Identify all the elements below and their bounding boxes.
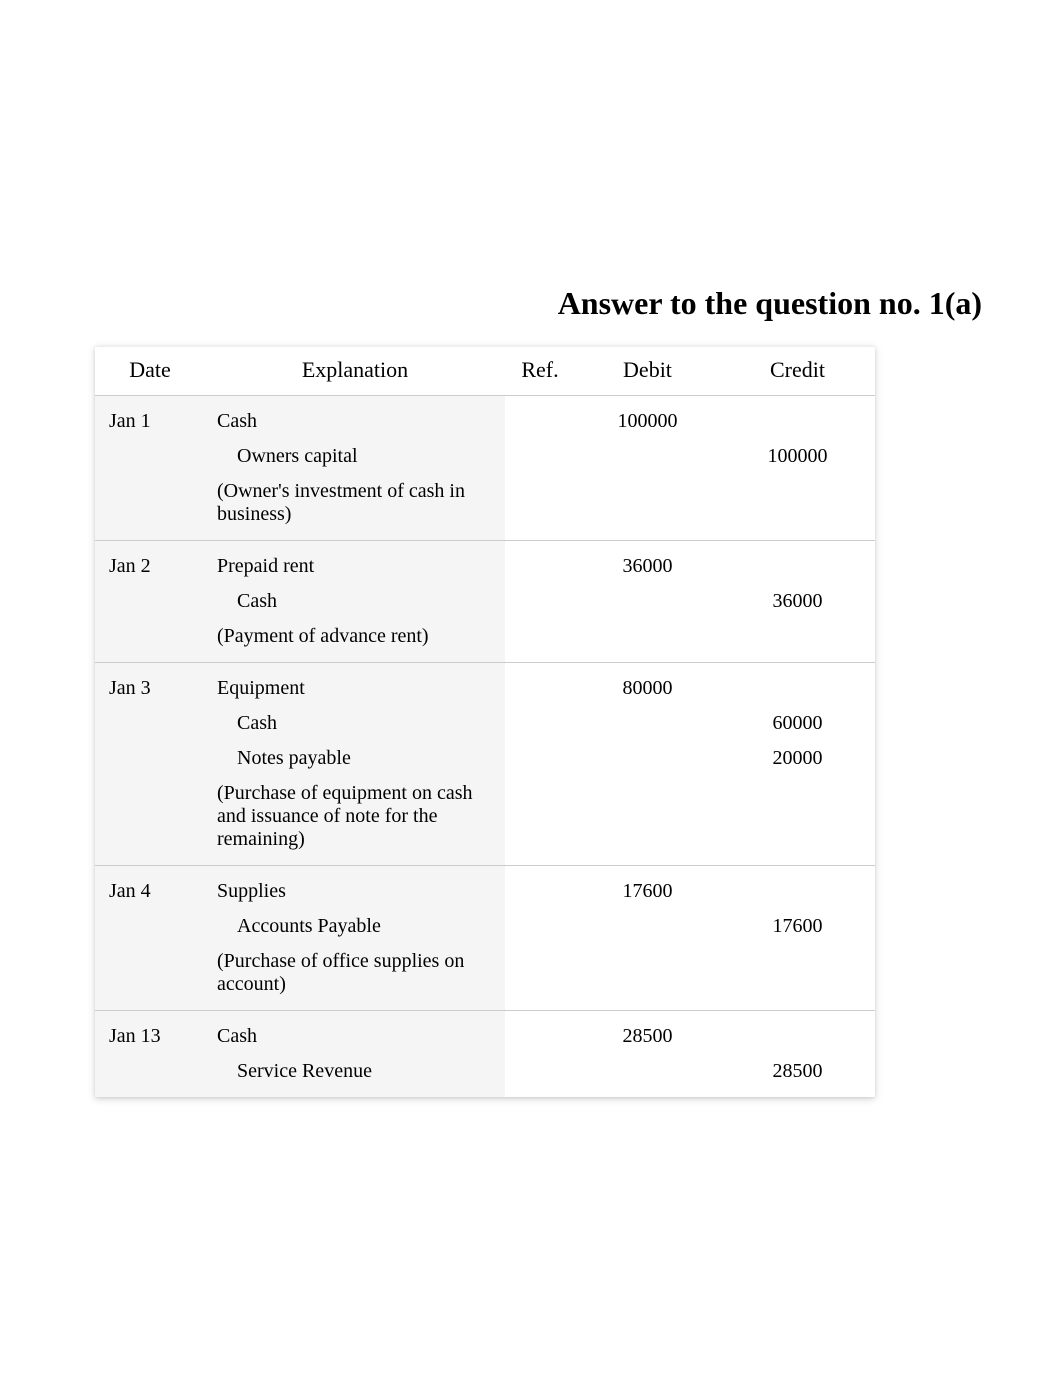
explanation-cell: Equipment [205,663,505,707]
explanation-cell: Cash [205,584,505,619]
explanation-cell: Cash [205,706,505,741]
table-row: Jan 3Equipment80000 [95,663,875,707]
date-cell: Jan 13 [95,1011,205,1098]
credit-cell [720,541,875,585]
ref-cell [505,866,575,910]
credit-cell [720,944,875,1011]
journal-table: Date Explanation Ref. Debit Credit Jan 1… [95,346,875,1097]
explanation-cell: (Payment of advance rent) [205,619,505,663]
ref-cell [505,944,575,1011]
debit-cell: 28500 [575,1011,720,1055]
debit-cell [575,584,720,619]
table-row: Cash 60000 [95,706,875,741]
table-row: Jan 1Cash100000 [95,396,875,440]
table-row: (Purchase of office supplies on account) [95,944,875,1011]
credit-cell: 20000 [720,741,875,776]
debit-cell: 36000 [575,541,720,585]
explanation-cell: Supplies [205,866,505,910]
explanation-cell: Cash [205,1011,505,1055]
journal-body: Jan 1Cash100000Owners capital100000(Owne… [95,396,875,1098]
credit-cell: 60000 [720,706,875,741]
debit-cell [575,439,720,474]
debit-cell: 100000 [575,396,720,440]
explanation-text: Owners capital [217,445,493,468]
credit-cell [720,776,875,866]
credit-cell [720,866,875,910]
explanation-text: Cash [217,590,493,613]
table-row: (Owner's investment of cash in business) [95,474,875,541]
explanation-cell: (Owner's investment of cash in business) [205,474,505,541]
table-row: Cash 36000 [95,584,875,619]
explanation-text: Notes payable [217,747,493,770]
debit-cell [575,706,720,741]
explanation-cell: Notes payable [205,741,505,776]
credit-cell [720,663,875,707]
ref-cell [505,1054,575,1097]
table-row: Jan 13Cash28500 [95,1011,875,1055]
credit-cell [720,474,875,541]
col-date: Date [95,347,205,396]
ref-cell [505,706,575,741]
table-row: Jan 4Supplies17600 [95,866,875,910]
explanation-text: Cash [217,712,493,735]
debit-cell: 80000 [575,663,720,707]
table-row: Service Revenue 28500 [95,1054,875,1097]
explanation-cell: Accounts Payable [205,909,505,944]
credit-cell [720,1011,875,1055]
ref-cell [505,619,575,663]
credit-cell: 100000 [720,439,875,474]
table-row: (Purchase of equipment on cash and issua… [95,776,875,866]
col-debit: Debit [575,347,720,396]
explanation-cell: Service Revenue [205,1054,505,1097]
credit-cell: 36000 [720,584,875,619]
page-title: Answer to the question no. 1(a) [0,285,982,322]
ref-cell [505,474,575,541]
ref-cell [505,741,575,776]
debit-cell [575,1054,720,1097]
explanation-cell: Cash [205,396,505,440]
table-row: Accounts Payable 17600 [95,909,875,944]
debit-cell [575,741,720,776]
debit-cell [575,944,720,1011]
debit-cell [575,909,720,944]
col-explanation: Explanation [205,347,505,396]
date-cell: Jan 4 [95,866,205,1011]
ref-cell [505,776,575,866]
table-row: Notes payable 20000 [95,741,875,776]
credit-cell: 28500 [720,1054,875,1097]
explanation-cell: Owners capital [205,439,505,474]
debit-cell: 17600 [575,866,720,910]
ref-cell [505,663,575,707]
table-row: (Payment of advance rent) [95,619,875,663]
credit-cell [720,619,875,663]
ref-cell [505,439,575,474]
debit-cell [575,474,720,541]
credit-cell: 17600 [720,909,875,944]
debit-cell [575,619,720,663]
ref-cell [505,909,575,944]
col-credit: Credit [720,347,875,396]
explanation-text: Service Revenue [217,1060,493,1083]
credit-cell [720,396,875,440]
date-cell: Jan 3 [95,663,205,866]
ref-cell [505,1011,575,1055]
col-ref: Ref. [505,347,575,396]
table-row: Jan 2Prepaid rent36000 [95,541,875,585]
ref-cell [505,584,575,619]
date-cell: Jan 2 [95,541,205,663]
header-row: Date Explanation Ref. Debit Credit [95,347,875,396]
table-row: Owners capital 100000 [95,439,875,474]
explanation-cell: (Purchase of office supplies on account) [205,944,505,1011]
explanation-text: Accounts Payable [217,915,493,938]
date-cell: Jan 1 [95,396,205,541]
ref-cell [505,541,575,585]
ref-cell [505,396,575,440]
explanation-cell: (Purchase of equipment on cash and issua… [205,776,505,866]
debit-cell [575,776,720,866]
explanation-cell: Prepaid rent [205,541,505,585]
